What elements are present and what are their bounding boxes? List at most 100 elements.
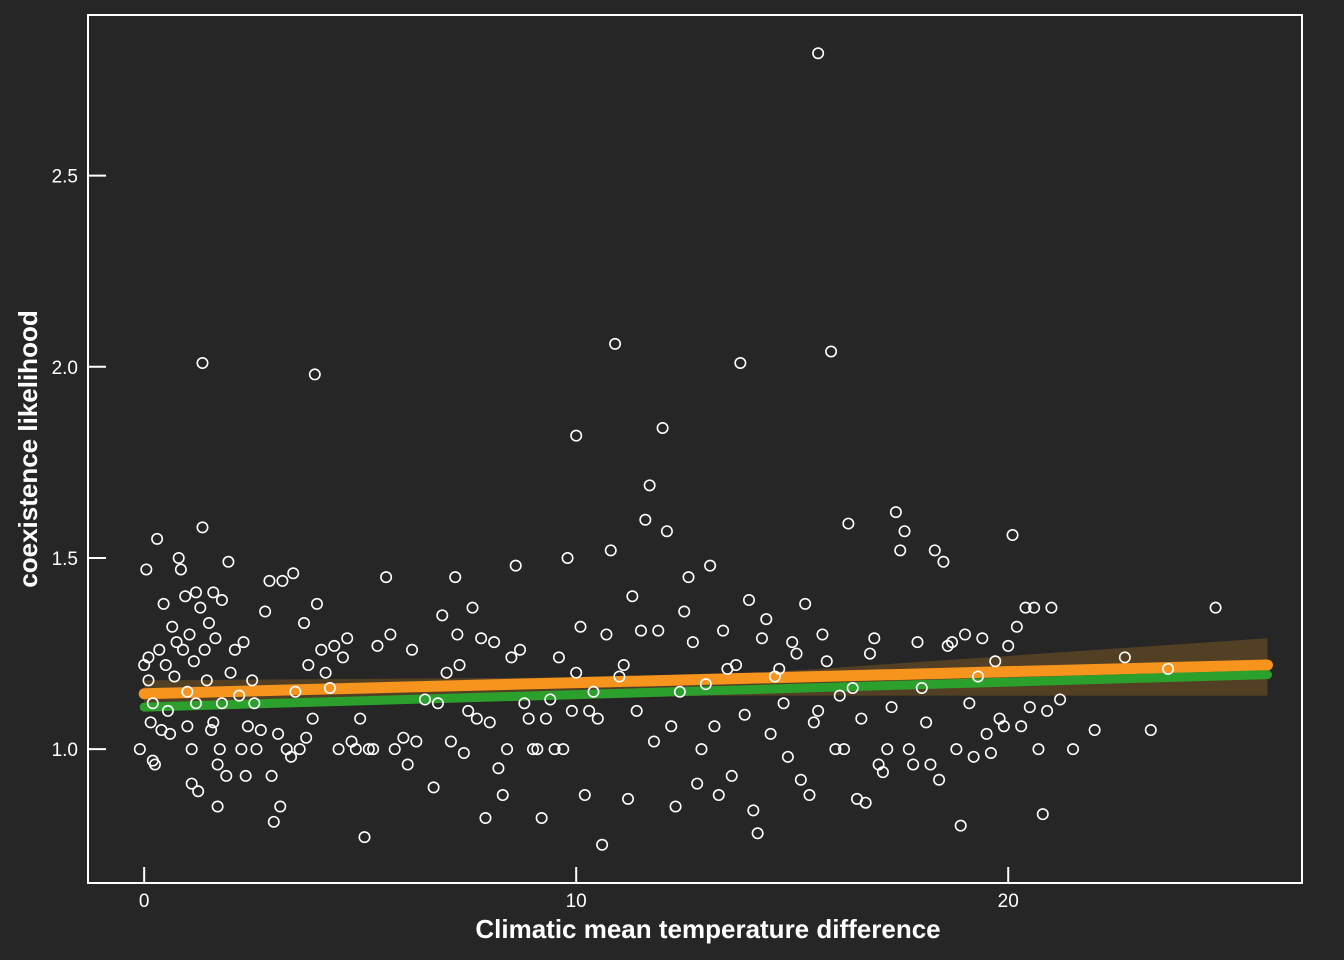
data-point [557,743,570,756]
data-point [151,532,164,545]
data-point [384,628,397,641]
data-point [630,704,643,717]
data-point [509,559,522,572]
data-point [755,632,768,645]
data-point [265,769,278,782]
data-point [647,735,660,748]
data-point [207,586,220,599]
data-point [1036,808,1049,821]
data-point [397,731,410,744]
data-point [388,743,401,756]
data-point [565,704,578,717]
data-point [187,655,200,668]
data-point [211,758,224,771]
data-point [600,628,613,641]
data-point [859,796,872,809]
data-point [669,800,682,813]
data-point [777,697,790,710]
data-point [786,636,799,649]
data-point [773,662,786,675]
data-point [1015,720,1028,733]
data-point [159,659,172,672]
data-point [444,735,457,748]
data-point [1028,601,1041,614]
data-point [222,555,235,568]
data-point [781,750,794,763]
confidence-band [144,638,1268,711]
data-point [302,659,315,672]
data-point [578,789,591,802]
data-point [192,785,205,798]
data-point [535,811,548,824]
data-point [319,666,332,679]
data-point [829,743,842,756]
data-point [259,605,272,618]
data-point [267,815,280,828]
data-point [475,632,488,645]
data-point [224,666,237,679]
y-axis-title: coexistence likelihood [13,310,43,587]
data-point [367,743,380,756]
data-point [743,594,756,607]
data-point [466,601,479,614]
data-point [140,563,153,576]
data-point [181,685,194,698]
data-point [924,758,937,771]
data-point [213,743,226,756]
data-point [479,811,492,824]
data-point [194,601,207,614]
data-point [263,574,276,587]
data-point [349,743,362,756]
data-point [170,636,183,649]
data-point [164,727,177,740]
data-point [198,643,211,656]
data-point [144,716,157,729]
data-point [950,743,963,756]
data-point [682,571,695,584]
data-point [622,792,635,805]
data-point [894,544,907,557]
data-point [686,636,699,649]
data-point [833,689,846,702]
data-point [652,624,665,637]
data-point [596,838,609,851]
data-point [287,567,300,580]
data-point [734,356,747,369]
data-point [172,551,185,564]
data-point [1023,701,1036,714]
data-point [570,666,583,679]
data-point [1088,724,1101,737]
data-point [609,337,622,350]
data-point [799,597,812,610]
data-point [285,750,298,763]
data-point [790,647,803,660]
data-point [1045,601,1058,614]
data-point [1144,724,1157,737]
x-tick-label: 10 [566,891,587,912]
data-point [907,758,920,771]
data-point [825,345,838,358]
data-point [190,697,203,710]
data-point [881,743,894,756]
data-point [431,697,444,710]
data-point [712,789,725,802]
data-point [246,674,259,687]
data-point [959,628,972,641]
data-point [820,655,833,668]
data-point [691,777,704,790]
data-point [842,517,855,530]
data-point [617,659,630,672]
data-point [427,781,440,794]
data-point [902,743,915,756]
data-point [146,697,159,710]
data-point [794,773,807,786]
data-point [306,712,319,725]
data-point [915,681,928,694]
data-point [997,720,1010,733]
data-point [639,513,652,526]
data-point [876,766,889,779]
data-point [401,758,414,771]
data-point [166,620,179,633]
data-point [181,720,194,733]
data-point [855,712,868,725]
